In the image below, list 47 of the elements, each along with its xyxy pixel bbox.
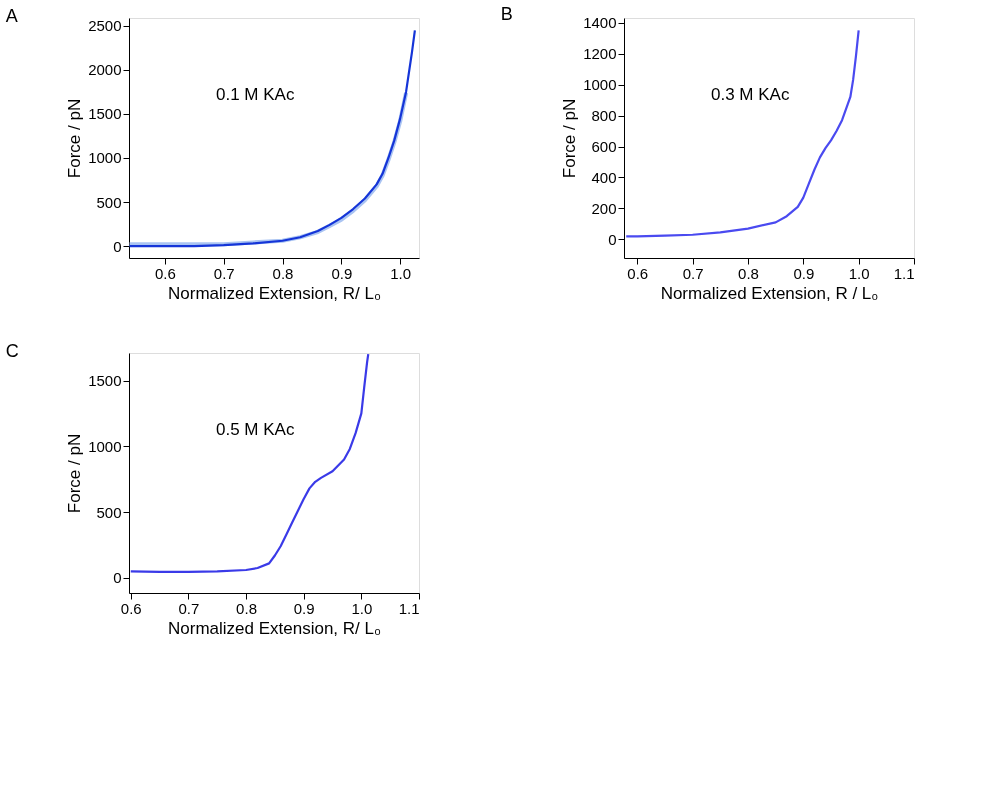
y-tick-label: 800	[591, 107, 617, 125]
x-tick-label: 0.7	[178, 599, 200, 617]
y-tick-label: 1400	[583, 14, 617, 32]
x-tick-label: 0.7	[682, 264, 704, 282]
y-tick-label: 0	[608, 230, 617, 248]
y-tick-label: 0	[113, 569, 122, 587]
x-tick-label: 0.7	[213, 264, 235, 282]
y-tick-label: 400	[591, 168, 617, 186]
x-tick-label: 1.0	[351, 599, 373, 617]
y-tick-label: 1000	[583, 76, 617, 94]
x-tick-label: 0.8	[738, 264, 759, 282]
y-tick-label: 2000	[88, 61, 122, 79]
y-tick-label: 2500	[88, 17, 122, 35]
y-tick-label: 500	[96, 503, 122, 521]
x-tick-label: 0.8	[236, 599, 257, 617]
y-axis-title: Force / pN	[65, 433, 85, 514]
x-tick-label: 0.9	[293, 599, 315, 617]
x-tick-label: 0.8	[272, 264, 294, 282]
x-axis-title: Normalized Extension, R/ L₀	[167, 283, 382, 303]
y-tick-label: 600	[591, 138, 617, 156]
x-tick-label: 1.1	[893, 264, 915, 282]
annotation: 0.3 M KAc	[711, 84, 790, 104]
y-tick-label: 0	[113, 237, 122, 255]
y-tick-label: 1200	[583, 45, 617, 63]
x-tick-label: 0.9	[331, 264, 353, 282]
chart-title: A	[5, 6, 18, 26]
annotation: 0.1 M KAc	[216, 84, 295, 104]
x-axis-title: Normalized Extension, R/ L₀	[167, 618, 382, 638]
annotation: 0.5 M KAc	[216, 419, 295, 439]
x-axis-title: Normalized Extension, R / L₀	[660, 283, 879, 303]
chart-title: B	[500, 3, 513, 24]
x-tick-label: 0.6	[627, 264, 649, 282]
y-axis-title: Force / pN	[65, 98, 85, 179]
x-tick-label: 0.6	[154, 264, 176, 282]
x-tick-label: 1.0	[390, 264, 412, 282]
x-tick-label: 0.6	[120, 599, 142, 617]
y-axis-title: Force / pN	[560, 98, 580, 179]
y-tick-label: 500	[96, 193, 122, 211]
x-tick-label: 1.0	[848, 264, 870, 282]
y-tick-label: 1000	[88, 437, 122, 455]
x-tick-label: 0.9	[793, 264, 815, 282]
y-tick-label: 1000	[88, 149, 122, 167]
y-tick-label: 1500	[88, 105, 122, 123]
chart-title: C	[5, 341, 19, 361]
y-tick-label: 200	[591, 199, 617, 217]
y-tick-label: 1500	[88, 372, 122, 389]
x-tick-label: 1.1	[398, 599, 420, 617]
